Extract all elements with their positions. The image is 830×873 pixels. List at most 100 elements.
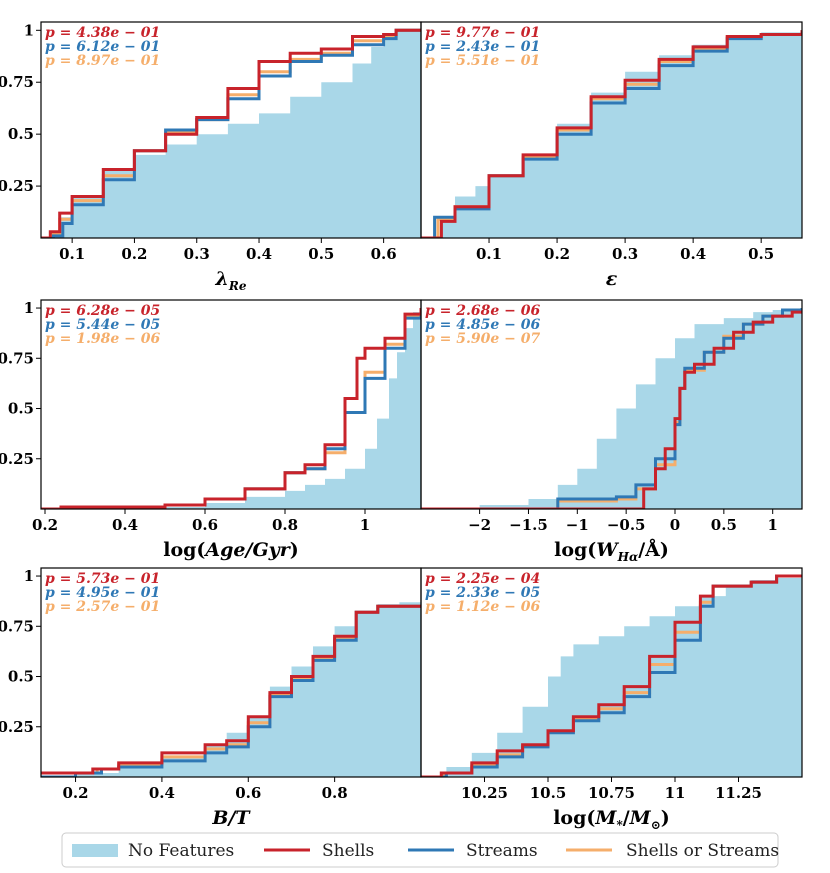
x-axis-label: λRe — [215, 268, 247, 293]
x-tick-label: 0.3 — [184, 245, 210, 263]
y-tick-label: 0.75 — [0, 617, 34, 635]
x-axis-label: log(M*/M⊙) — [553, 807, 670, 832]
y-tick-label: 1 — [24, 299, 34, 317]
legend-swatch-no-features — [72, 844, 118, 857]
x-tick-label: 0.2 — [121, 245, 147, 263]
x-axis-label: log(Age/Gyr) — [163, 539, 299, 561]
panel-frame — [420, 21, 803, 239]
x-tick-label: 0.1 — [59, 245, 85, 263]
panel-frame — [420, 299, 803, 510]
shells-cdf-line — [41, 308, 421, 509]
p-value-shells-or-streams: p = 1.98e − 06 — [45, 331, 160, 347]
x-tick-label: 0.3 — [612, 245, 638, 263]
x-tick-label: 0.5 — [748, 245, 774, 263]
x-tick-label: 0.6 — [192, 516, 218, 534]
plot-area — [421, 308, 802, 509]
plot-area — [41, 602, 421, 777]
shells-cdf-line — [421, 574, 802, 777]
p-value-shells: p = 2.25e − 04 — [425, 571, 540, 587]
y-tick-label: 0.5 — [8, 125, 34, 143]
x-axis-label: log(WHα/Å) — [554, 538, 669, 564]
panel-epsilon: 0.1 0.2 0.3 0.4 0.5 ε p = 9.77e − 01p = 2.43e … — [420, 21, 803, 290]
x-tick-label: 11.25 — [715, 784, 762, 802]
p-value-shells-or-streams: p = 8.97e − 01 — [45, 53, 160, 69]
p-value-shells-or-streams: p = 2.57e − 01 — [45, 599, 160, 615]
x-tick-label: 11 — [665, 784, 686, 802]
p-value-streams: p = 4.85e − 06 — [425, 317, 540, 333]
p-value-shells: p = 2.68e − 06 — [425, 303, 540, 319]
x-tick-label: 0.4 — [149, 784, 175, 802]
x-tick-label: 0.1 — [476, 245, 502, 263]
no-features-cdf-fill — [421, 576, 802, 777]
x-tick-label: 0.8 — [322, 784, 348, 802]
x-tick-label: 0.4 — [246, 245, 272, 263]
x-tick-label: 0.2 — [544, 245, 570, 263]
p-value-streams: p = 2.33e − 05 — [425, 585, 540, 601]
x-tick-label: 0.6 — [235, 784, 261, 802]
shells-cdf-line — [41, 604, 421, 775]
y-tick-label: 1 — [24, 21, 34, 39]
no-features-cdf-fill — [421, 308, 802, 509]
panel-halpha: −2 −1.5 −1 −0.5 0 0.5 1 log(WHα/Å) p = 2.68e − 0… — [420, 299, 803, 564]
p-value-streams: p = 4.95e − 01 — [45, 585, 160, 601]
shells-cdf-line — [41, 28, 421, 238]
x-tick-label: 0.6 — [371, 245, 397, 263]
legend-label-no-features: No Features — [128, 841, 234, 861]
x-axis-label: ε — [606, 268, 618, 290]
x-tick-label: −1.5 — [509, 516, 548, 534]
y-tick-label: 0.25 — [0, 177, 34, 195]
x-tick-label: 1 — [360, 516, 370, 534]
panels-group: 0.1 0.2 0.3 0.4 0.5 0.6 0.25 0.5 0.75 1 λRe p = 4.3… — [0, 21, 803, 832]
p-value-shells: p = 6.28e − 05 — [45, 303, 160, 319]
p-value-shells: p = 4.38e − 01 — [45, 25, 160, 41]
no-features-cdf-fill — [41, 30, 421, 238]
y-tick-label: 1 — [24, 567, 34, 585]
x-tick-label: 0 — [670, 516, 680, 534]
x-axis-label: B/T — [211, 807, 251, 829]
x-tick-label: −2 — [468, 516, 491, 534]
y-tick-label: 0.75 — [0, 349, 34, 367]
x-tick-label: 10.5 — [530, 784, 567, 802]
y-tick-label: 0.5 — [8, 400, 34, 418]
legend-label-shells: Shells — [322, 841, 374, 861]
x-tick-label: 0.4 — [680, 245, 706, 263]
streams-cdf-line — [41, 28, 421, 238]
x-tick-label: 0.2 — [62, 784, 88, 802]
x-tick-label: 1 — [767, 516, 777, 534]
p-value-shells: p = 9.77e − 01 — [425, 25, 540, 41]
x-tick-label: 10.75 — [588, 784, 635, 802]
y-tick-label: 0.25 — [0, 450, 34, 468]
x-tick-label: 0.5 — [711, 516, 737, 534]
p-value-streams: p = 2.43e − 01 — [425, 39, 540, 55]
x-tick-label: 0.8 — [272, 516, 298, 534]
plot-area — [421, 30, 802, 238]
no-features-cdf-fill — [421, 30, 802, 238]
x-tick-label: −0.5 — [607, 516, 646, 534]
x-tick-label: 10.25 — [461, 784, 508, 802]
p-value-streams: p = 6.12e − 01 — [45, 39, 160, 55]
legend-label-streams: Streams — [466, 841, 538, 861]
x-tick-label: 0.2 — [32, 516, 58, 534]
no-features-cdf-fill — [41, 602, 421, 777]
p-value-shells: p = 5.73e − 01 — [45, 571, 160, 587]
panel-bt: 0.2 0.4 0.6 0.8 0.25 0.5 0.75 1 B/T p = 5.73e − 0… — [0, 567, 422, 829]
legend: No Features Shells Streams Shells or Str… — [61, 832, 779, 868]
p-value-shells-or-streams: p = 1.12e − 06 — [425, 599, 540, 615]
y-tick-label: 0.25 — [0, 718, 34, 736]
y-tick-label: 0.5 — [8, 668, 34, 686]
plot-area — [41, 308, 421, 509]
shells-cdf-line — [421, 310, 802, 509]
no-features-cdf-fill — [41, 308, 421, 509]
x-tick-label: 0.5 — [308, 245, 334, 263]
p-value-streams: p = 5.44e − 05 — [45, 317, 160, 333]
shells-cdf-line — [421, 30, 802, 238]
panel-mass: 10.25 10.5 10.75 11 11.25 log(M*/M⊙) p = 2.25e… — [420, 567, 803, 832]
panel-lambda: 0.1 0.2 0.3 0.4 0.5 0.6 0.25 0.5 0.75 1 λRe p = 4.3… — [0, 21, 422, 293]
x-tick-label: 0.4 — [112, 516, 138, 534]
panel-age: 0.2 0.4 0.6 0.8 1 0.25 0.5 0.75 1 log(Age/Gyr) p =… — [0, 299, 422, 561]
p-value-shells-or-streams: p = 5.51e − 01 — [425, 53, 540, 69]
plot-area — [421, 574, 802, 777]
y-tick-label: 0.75 — [0, 73, 34, 91]
x-tick-label: −1 — [566, 516, 589, 534]
